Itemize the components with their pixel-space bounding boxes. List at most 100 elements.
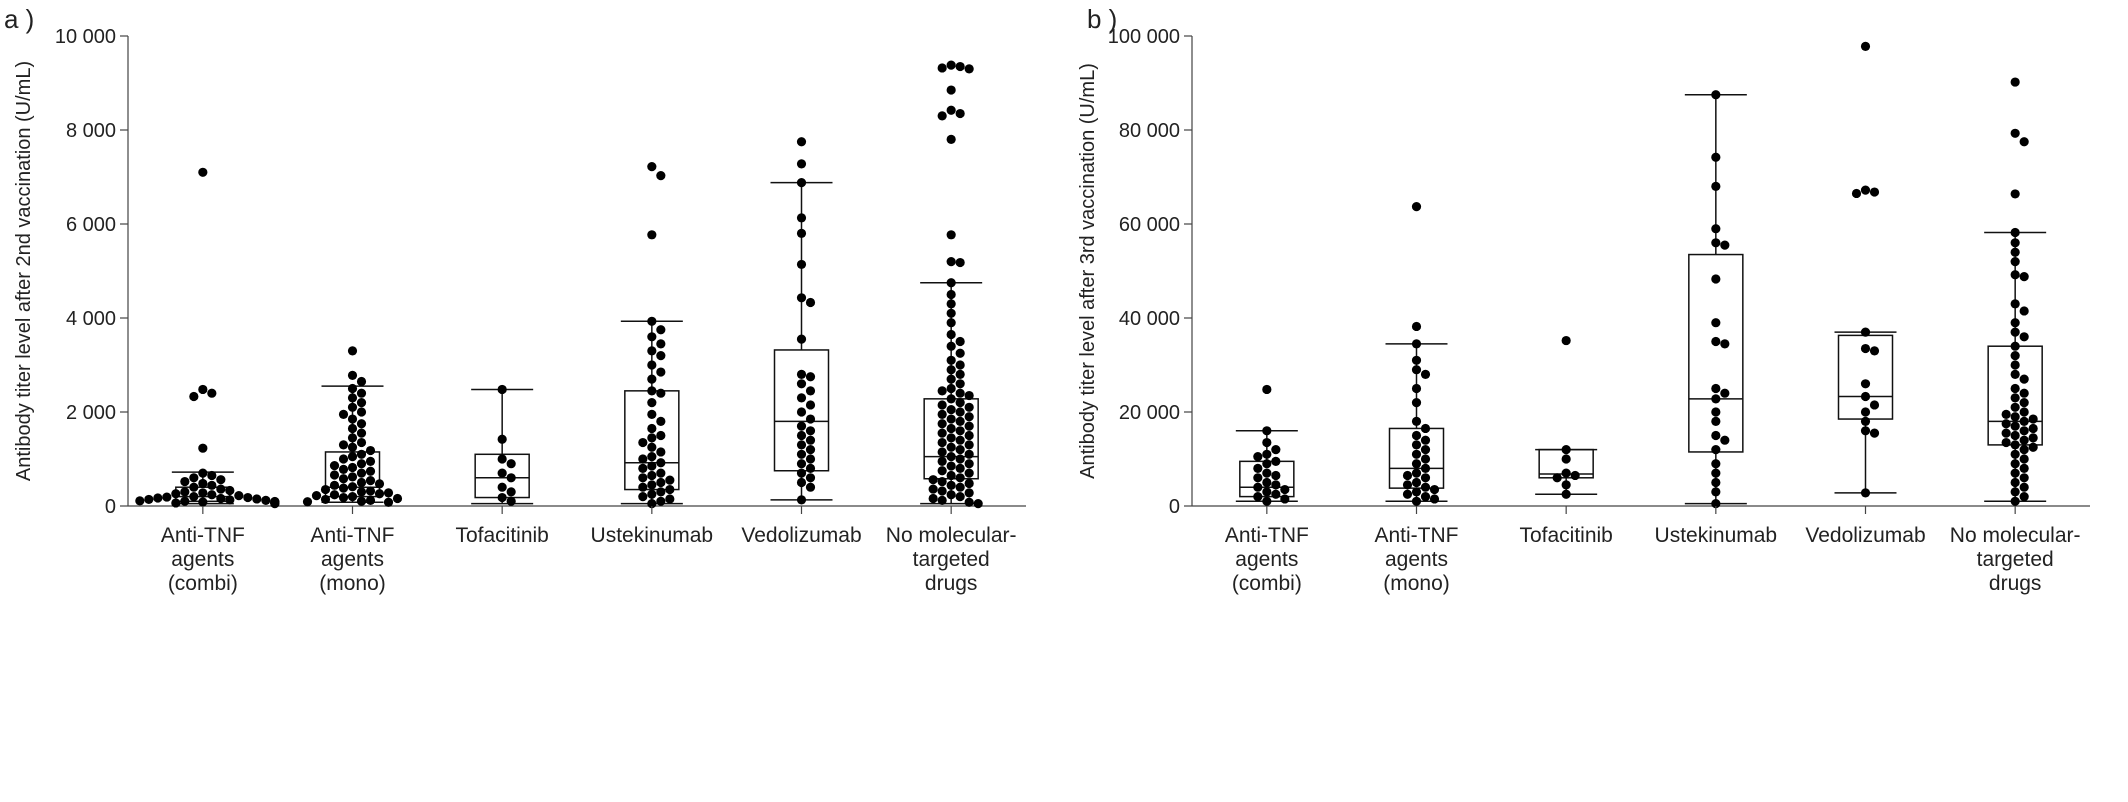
data-point [937, 428, 947, 438]
data-point [1262, 449, 1272, 459]
data-point [1262, 496, 1272, 506]
box-group [302, 346, 403, 507]
data-point [946, 318, 956, 328]
data-point [647, 442, 657, 452]
data-point [955, 61, 965, 72]
data-point [937, 386, 947, 396]
data-point [964, 488, 974, 498]
data-point [1860, 327, 1871, 337]
data-point [796, 293, 807, 303]
data-point [2019, 445, 2029, 455]
data-point [796, 495, 807, 505]
y-axis-title: Antibody titer level after 2nd vaccinati… [13, 61, 35, 481]
panel-b-label: b ) [1087, 4, 1118, 34]
data-point [189, 473, 199, 483]
data-point [946, 329, 956, 340]
data-point [1280, 494, 1290, 504]
data-point [356, 468, 367, 478]
data-point [2010, 412, 2020, 422]
data-point [1711, 477, 1721, 488]
category-label: (mono) [319, 572, 386, 595]
data-point [2010, 468, 2020, 478]
data-point [955, 445, 965, 455]
data-point [2019, 306, 2029, 316]
data-point [144, 494, 154, 505]
data-point [1860, 391, 1871, 402]
data-point [647, 452, 657, 462]
data-point [937, 409, 947, 419]
data-point [329, 490, 340, 500]
data-point [1262, 468, 1272, 478]
data-point [796, 449, 807, 459]
data-point [964, 64, 974, 74]
data-point [2010, 440, 2020, 450]
data-point [338, 474, 349, 484]
data-point [647, 360, 657, 370]
data-point [656, 416, 666, 426]
data-point [356, 398, 367, 408]
data-point [665, 475, 675, 485]
data-point [805, 400, 816, 410]
data-point [270, 499, 280, 509]
data-point [964, 430, 974, 441]
data-point [356, 496, 367, 506]
data-point [1711, 468, 1721, 478]
data-point [506, 487, 516, 497]
data-point [1552, 473, 1562, 483]
data-point [347, 452, 358, 462]
box-group [920, 60, 983, 509]
data-point [2010, 238, 2020, 248]
data-point [1860, 41, 1871, 51]
data-point [656, 170, 666, 181]
data-point [2010, 351, 2020, 361]
y-tick-label: 60 000 [1119, 214, 1180, 236]
data-point [1869, 400, 1880, 410]
data-point [2019, 454, 2029, 464]
data-point [2010, 318, 2020, 328]
category-label: agents [1385, 548, 1448, 571]
data-point [356, 376, 367, 387]
data-point [1711, 336, 1721, 347]
data-point [356, 487, 367, 497]
data-point [497, 482, 507, 492]
data-point [2010, 402, 2020, 412]
data-point [955, 108, 965, 119]
data-point [1561, 480, 1571, 490]
data-point [198, 478, 208, 489]
data-point [964, 440, 974, 450]
data-point [216, 493, 226, 504]
data-point [2019, 398, 2029, 408]
data-point [1262, 426, 1272, 436]
data-point [302, 497, 313, 507]
data-point [1860, 379, 1871, 389]
box-group [1385, 202, 1448, 506]
data-point [180, 496, 190, 506]
data-point [1420, 435, 1431, 445]
data-point [497, 384, 507, 395]
data-point [796, 334, 807, 344]
data-point [1860, 343, 1871, 354]
data-point [2010, 247, 2020, 257]
data-point [964, 412, 974, 422]
y-tick-label: 2 000 [66, 402, 116, 424]
y-tick-label: 40 000 [1119, 308, 1180, 330]
data-point [365, 445, 376, 456]
data-point [1253, 452, 1263, 462]
data-point [2019, 426, 2029, 436]
data-point [356, 477, 367, 488]
y-tick-label: 8 000 [66, 120, 116, 142]
category-label: (mono) [1383, 572, 1450, 595]
data-point [1411, 496, 1422, 506]
category-label: targeted [913, 548, 990, 571]
data-point [1711, 416, 1721, 426]
data-point [347, 346, 358, 356]
data-point [656, 477, 666, 488]
data-point [2019, 407, 2029, 417]
data-point [1561, 454, 1571, 464]
data-point [1561, 445, 1571, 455]
data-point [638, 482, 648, 492]
data-point [805, 454, 816, 464]
data-point [647, 316, 657, 326]
data-point [647, 386, 657, 396]
data-point [1262, 437, 1272, 448]
